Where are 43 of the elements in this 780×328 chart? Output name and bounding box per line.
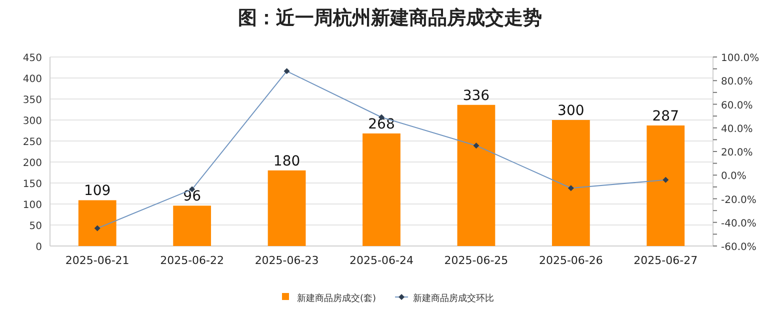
data-label: 336 [462,88,490,104]
bar [457,104,496,246]
data-label: 180 [273,153,300,170]
x-tick-label: 2025-06-22 [160,254,224,267]
y-tick-label: 50 [29,221,42,232]
y2-tick-label: 60.0% [721,100,753,112]
y-tick-label: 450 [22,53,42,64]
y2-tick-label: 20.0% [721,148,753,158]
bar [268,170,306,246]
y-tick-label: 250 [22,137,42,148]
data-label: 287 [652,108,680,124]
x-tick-label: 2025-06-27 [634,254,698,267]
y-tick-label: 300 [22,116,42,127]
y2-tick-label: 0.0% [721,171,746,182]
x-tick-label: 2025-06-26 [538,254,603,267]
legend-label: 新建商品房成交(套) [297,293,376,304]
data-label: 109 [84,183,111,200]
y2-tick-label: -40.0% [721,218,756,230]
y-tick-label: 100 [22,200,42,211]
y2-tick-label: 100.0% [721,53,760,64]
y2-tick-label: 40.0% [721,124,753,135]
legend-label: 新建商品房成交环比 [413,293,494,304]
y-tick-label: 350 [22,95,42,106]
bar [78,200,116,246]
y-tick-label: 400 [22,74,42,85]
x-tick-label: 2025-06-23 [254,254,319,267]
bar [362,133,400,246]
y-tick-label: 0 [36,242,42,253]
y2-tick-label: 80.0% [721,76,753,88]
data-label: 268 [368,116,395,132]
y2-tick-label: -20.0% [721,194,756,206]
bar [173,206,212,246]
bar [552,120,590,246]
data-label: 96 [183,188,202,205]
y-tick-label: 150 [22,179,42,190]
bar [646,125,685,246]
x-tick-label: 2025-06-21 [65,254,130,267]
y2-tick-label: -60.0% [721,242,756,253]
y-tick-label: 200 [22,158,42,169]
data-label: 300 [558,103,584,119]
x-tick-label: 2025-06-24 [350,254,414,267]
x-tick-label: 2025-06-25 [444,254,508,267]
chart-title: 图：近一周杭州新建商品房成交走势 [238,7,542,29]
